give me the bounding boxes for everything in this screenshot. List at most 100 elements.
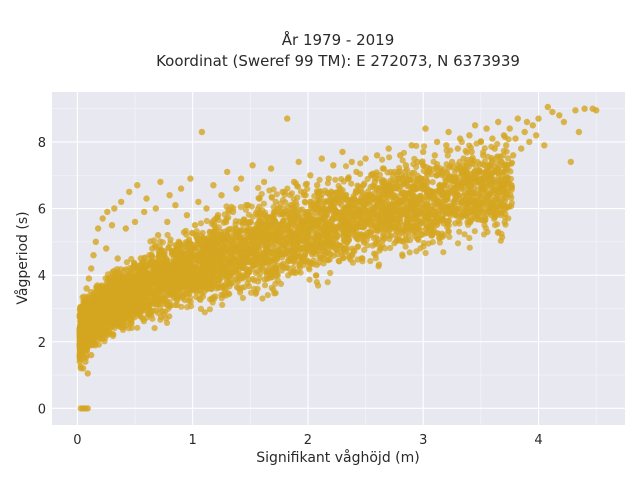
- data-point: [302, 181, 309, 188]
- data-point: [461, 231, 468, 238]
- data-point: [108, 330, 116, 338]
- data-point: [485, 208, 492, 215]
- data-point: [372, 255, 379, 262]
- data-point: [223, 203, 230, 210]
- data-point: [201, 309, 208, 316]
- data-point: [148, 289, 155, 296]
- data-point: [443, 147, 450, 154]
- data-point: [208, 238, 215, 245]
- data-point: [318, 255, 325, 262]
- data-point: [238, 263, 245, 270]
- data-point: [495, 177, 502, 184]
- data-point: [337, 242, 344, 249]
- data-point: [238, 284, 245, 291]
- data-point: [494, 153, 501, 160]
- data-point: [161, 270, 168, 277]
- data-point: [130, 272, 137, 279]
- data-point: [325, 233, 332, 240]
- data-point: [137, 302, 144, 309]
- data-point: [387, 232, 394, 239]
- data-point: [274, 272, 281, 279]
- data-point: [395, 183, 402, 190]
- data-point: [377, 245, 384, 252]
- data-point: [268, 230, 275, 238]
- data-point: [421, 143, 428, 150]
- data-point: [411, 211, 418, 218]
- data-point: [277, 200, 284, 207]
- data-point: [423, 177, 431, 184]
- data-point: [261, 282, 269, 289]
- data-point: [219, 301, 226, 308]
- data-point: [316, 176, 323, 183]
- data-point: [324, 279, 331, 286]
- data-point: [375, 228, 382, 235]
- data-point: [410, 216, 417, 223]
- data-point: [332, 176, 339, 183]
- data-point: [357, 160, 364, 167]
- data-point: [334, 197, 341, 204]
- data-point: [423, 164, 430, 171]
- data-point: [261, 248, 268, 255]
- data-point: [285, 272, 292, 279]
- data-point: [91, 324, 98, 331]
- data-point: [442, 175, 449, 182]
- data-point: [177, 258, 185, 265]
- data-point: [184, 266, 191, 273]
- data-point: [339, 226, 346, 234]
- data-point: [297, 269, 304, 276]
- data-point: [252, 290, 259, 297]
- data-point: [360, 217, 367, 224]
- data-point: [142, 293, 149, 300]
- data-point: [491, 222, 499, 229]
- data-point: [462, 147, 469, 154]
- data-point: [428, 232, 435, 239]
- data-point: [226, 270, 233, 277]
- data-point: [185, 297, 192, 304]
- data-point: [104, 276, 111, 283]
- data-point: [481, 145, 488, 152]
- data-point: [429, 239, 436, 246]
- data-point: [314, 189, 321, 196]
- data-point: [273, 191, 280, 198]
- data-point: [319, 245, 326, 252]
- data-point: [278, 254, 286, 261]
- data-point: [373, 184, 380, 191]
- data-point: [226, 249, 233, 256]
- data-point: [256, 203, 263, 210]
- data-point: [272, 264, 279, 272]
- data-point: [199, 229, 206, 236]
- data-point: [497, 237, 504, 244]
- data-point: [190, 244, 197, 251]
- data-point: [301, 252, 308, 259]
- data-point: [134, 324, 141, 331]
- data-point: [198, 277, 205, 284]
- data-point: [215, 217, 222, 224]
- data-point: [244, 271, 251, 278]
- data-point: [271, 260, 278, 267]
- data-point: [237, 289, 244, 296]
- data-point: [354, 256, 361, 263]
- data-point: [466, 234, 473, 242]
- data-point: [157, 238, 164, 245]
- data-point: [482, 216, 489, 223]
- data-point: [245, 249, 253, 256]
- data-point: [334, 223, 341, 230]
- data-point: [125, 325, 132, 332]
- data-point: [285, 204, 292, 211]
- data-point: [455, 218, 462, 225]
- data-point: [182, 227, 189, 234]
- data-point: [285, 255, 292, 262]
- data-point: [336, 258, 343, 265]
- data-point: [465, 183, 472, 191]
- data-point: [323, 249, 331, 256]
- data-point: [306, 276, 313, 283]
- data-point: [162, 296, 169, 303]
- data-point: [278, 262, 285, 269]
- data-point: [188, 278, 195, 285]
- data-point: [307, 204, 315, 211]
- data-point: [456, 228, 463, 235]
- data-point: [260, 200, 267, 207]
- data-point: [187, 258, 194, 265]
- data-point: [290, 269, 297, 276]
